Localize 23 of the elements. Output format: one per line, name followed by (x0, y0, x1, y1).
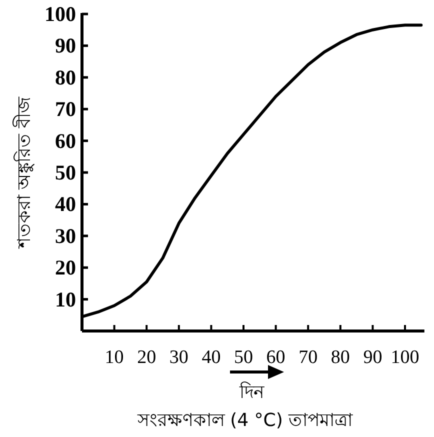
x-tick-label: 40 (202, 347, 221, 368)
x-tick-label: 90 (363, 347, 382, 368)
y-tick-label: 70 (55, 97, 76, 122)
x-tick-label: 10 (104, 347, 124, 368)
y-tick-label: 60 (55, 128, 76, 153)
y-tick-label: 30 (55, 224, 76, 248)
x-tick-label: 60 (266, 347, 286, 368)
y-tick-label: 50 (55, 160, 76, 184)
y-tick-label: 40 (55, 192, 76, 216)
x-tick-label: 100 (390, 347, 420, 368)
y-axis-title: শতকরা অঙ্কুরিত বীজ (13, 96, 35, 250)
x-tick-label: 80 (330, 347, 350, 368)
y-tick-label: 90 (55, 34, 76, 58)
x-tick-label: 70 (298, 347, 318, 368)
y-tick-label: 20 (55, 256, 76, 280)
x-axis-title: দিন (238, 382, 264, 403)
y-tick-label: 100 (44, 2, 76, 26)
x-tick-label: 50 (234, 347, 253, 368)
y-tick-label: 10 (55, 287, 76, 312)
x-tick-label: 30 (169, 347, 188, 368)
text: সংরক্ষণকাল (4 °C) তাপমাত্রা (136, 410, 354, 431)
x-tick-label: 20 (137, 347, 156, 368)
y-tick-label: 80 (55, 65, 76, 90)
